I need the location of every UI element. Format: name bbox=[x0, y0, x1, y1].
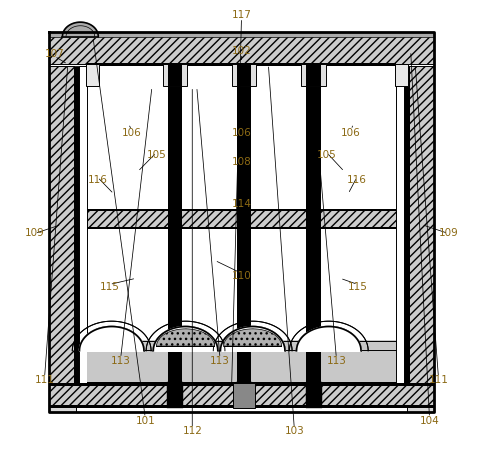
Bar bbox=[236, 382, 252, 408]
Bar bbox=[407, 385, 434, 413]
Text: 115: 115 bbox=[348, 282, 368, 292]
Bar bbox=[49, 383, 434, 386]
Bar bbox=[87, 382, 396, 384]
Polygon shape bbox=[62, 22, 98, 36]
Text: 101: 101 bbox=[135, 416, 155, 426]
Text: 103: 103 bbox=[284, 426, 304, 436]
Text: 107: 107 bbox=[44, 48, 64, 58]
Bar bbox=[86, 64, 99, 86]
Bar bbox=[87, 63, 396, 66]
Text: 117: 117 bbox=[231, 10, 252, 20]
Bar bbox=[87, 209, 396, 211]
Bar bbox=[163, 64, 187, 86]
Bar bbox=[87, 340, 396, 384]
Bar bbox=[233, 383, 255, 408]
Polygon shape bbox=[80, 326, 144, 351]
Text: 104: 104 bbox=[420, 416, 440, 426]
Text: 109: 109 bbox=[25, 229, 44, 238]
Bar bbox=[49, 66, 73, 386]
Bar bbox=[410, 66, 434, 386]
Bar bbox=[301, 64, 326, 86]
Text: 116: 116 bbox=[87, 175, 107, 185]
Text: 105: 105 bbox=[317, 150, 337, 160]
Text: 109: 109 bbox=[439, 229, 458, 238]
Bar bbox=[49, 384, 434, 406]
Text: 108: 108 bbox=[232, 157, 251, 167]
Text: 111: 111 bbox=[428, 375, 448, 385]
Bar bbox=[232, 64, 256, 86]
Polygon shape bbox=[224, 329, 282, 346]
Bar bbox=[167, 382, 183, 408]
Text: 102: 102 bbox=[232, 46, 251, 56]
Text: 106: 106 bbox=[122, 128, 142, 138]
Bar bbox=[73, 66, 80, 386]
Polygon shape bbox=[220, 326, 285, 351]
Text: 113: 113 bbox=[111, 356, 130, 366]
Bar bbox=[168, 66, 182, 382]
Bar bbox=[87, 210, 396, 228]
Bar bbox=[403, 66, 410, 386]
Polygon shape bbox=[153, 326, 218, 351]
Polygon shape bbox=[297, 326, 361, 351]
Bar bbox=[306, 66, 321, 382]
Text: 113: 113 bbox=[210, 356, 230, 366]
Polygon shape bbox=[156, 329, 214, 346]
Text: 116: 116 bbox=[347, 175, 367, 185]
Polygon shape bbox=[297, 326, 361, 351]
Bar bbox=[49, 35, 434, 64]
Text: 115: 115 bbox=[99, 282, 119, 292]
Bar bbox=[395, 64, 408, 86]
Text: 113: 113 bbox=[327, 356, 346, 366]
Bar bbox=[237, 64, 251, 86]
Text: 111: 111 bbox=[35, 375, 55, 385]
Text: 112: 112 bbox=[182, 426, 202, 436]
Polygon shape bbox=[220, 326, 285, 351]
Polygon shape bbox=[80, 326, 144, 351]
Text: 106: 106 bbox=[232, 128, 251, 138]
Text: 110: 110 bbox=[232, 271, 251, 281]
Bar bbox=[49, 405, 434, 408]
Polygon shape bbox=[153, 326, 218, 351]
Bar bbox=[87, 227, 396, 229]
Bar bbox=[306, 382, 322, 408]
Bar bbox=[306, 64, 321, 86]
Bar bbox=[49, 385, 76, 413]
Text: 106: 106 bbox=[341, 128, 361, 138]
Bar bbox=[396, 66, 403, 386]
Bar bbox=[80, 66, 87, 386]
Bar bbox=[49, 32, 434, 36]
Text: 105: 105 bbox=[146, 150, 166, 160]
Bar bbox=[237, 66, 251, 382]
Text: 114: 114 bbox=[231, 199, 252, 209]
Bar bbox=[168, 64, 182, 86]
